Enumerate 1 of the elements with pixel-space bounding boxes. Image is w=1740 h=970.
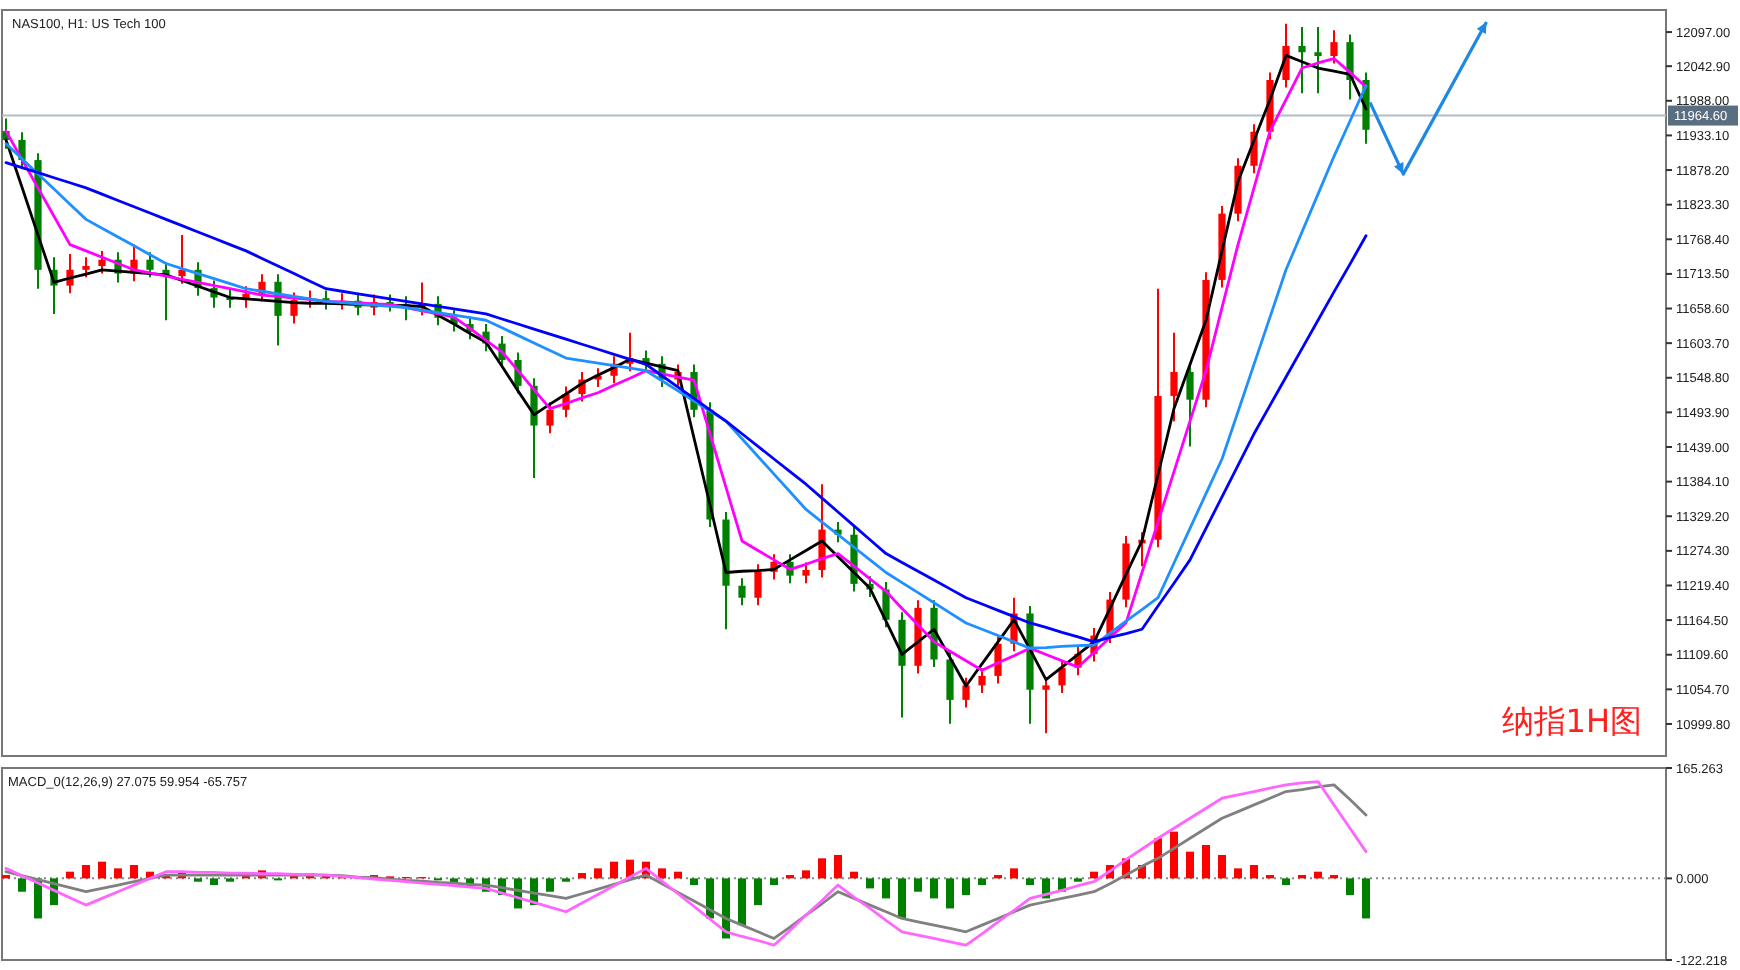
text: 纳指1H图 xyxy=(1501,702,1642,740)
